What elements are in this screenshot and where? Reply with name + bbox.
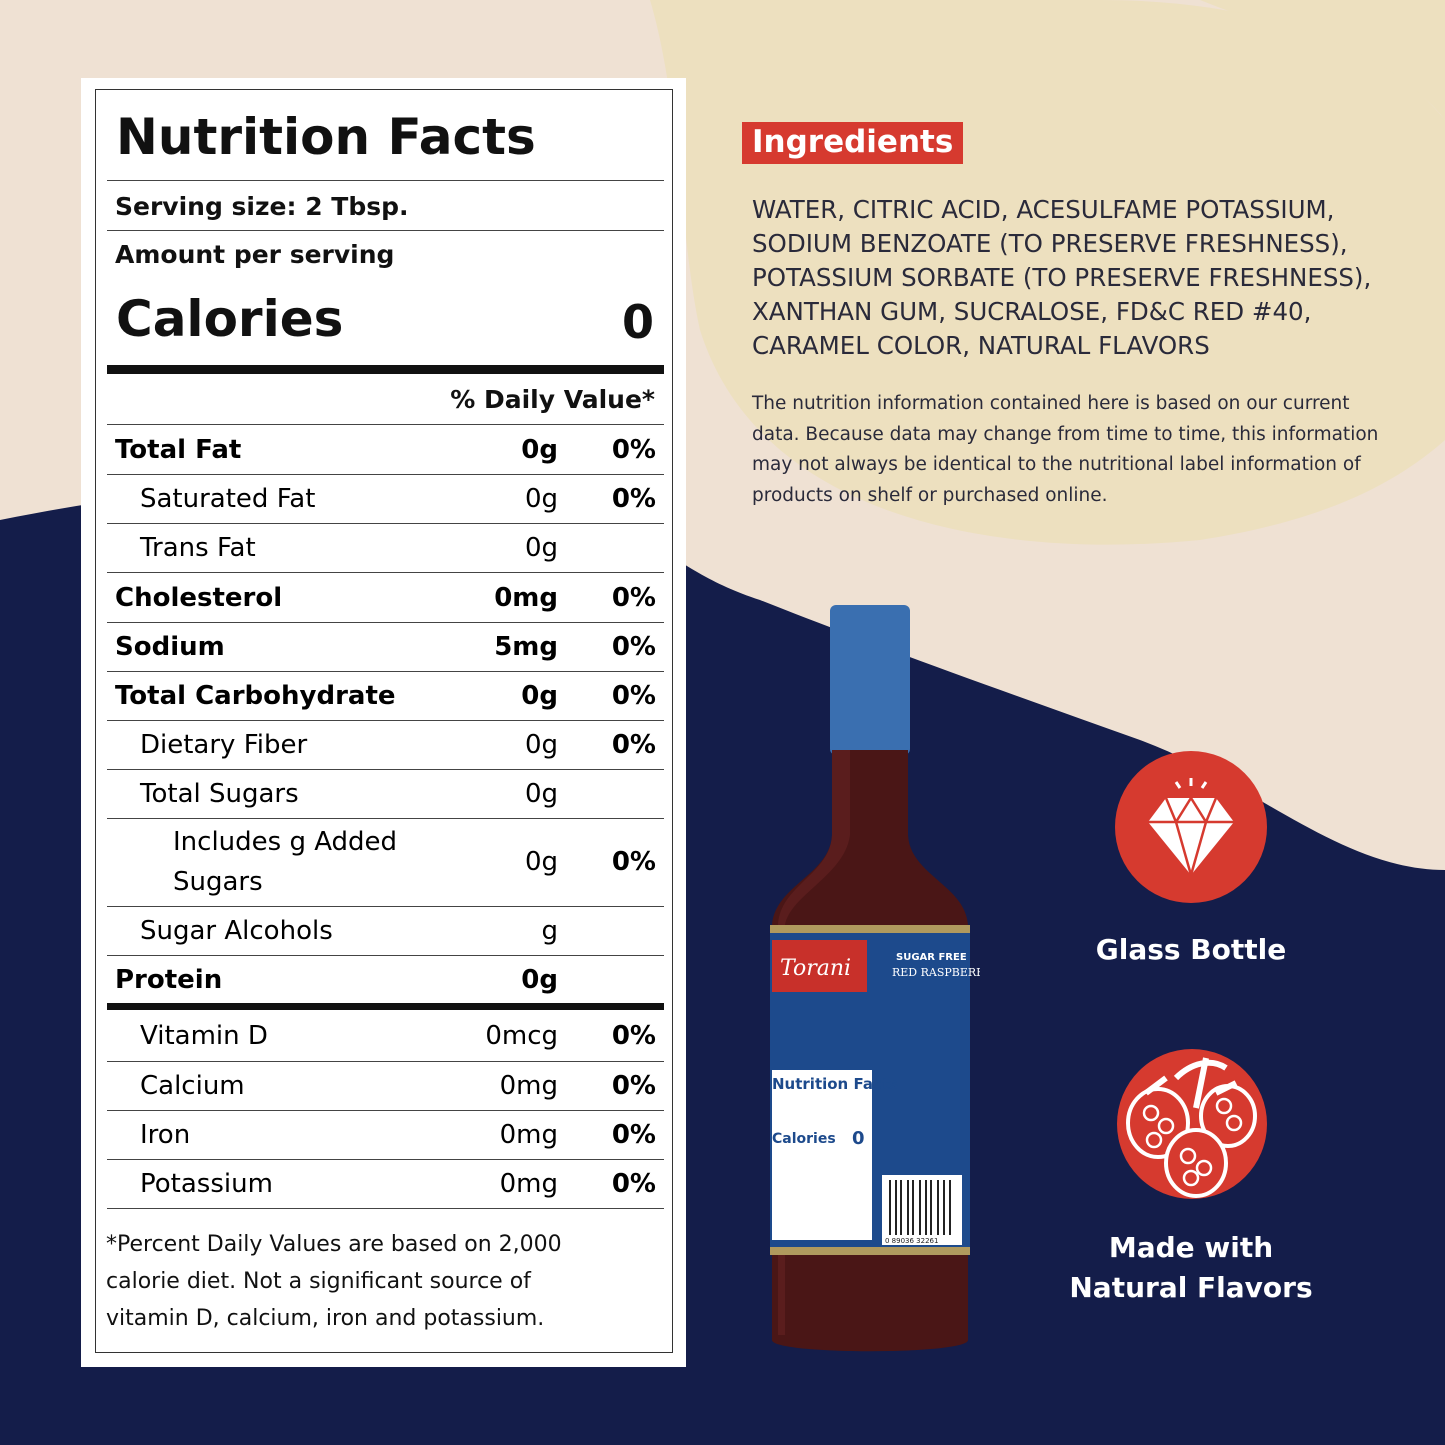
bottle-flavor: RED RASPBERRY xyxy=(892,966,980,979)
divider xyxy=(107,474,664,475)
divider xyxy=(107,1110,664,1111)
product-bottle: Torani SUGAR FREE RED RASPBERRY Nutritio… xyxy=(770,605,980,1352)
calories-label: Calories xyxy=(116,290,344,348)
nutrient-row: Includes g Added Sugars 0g 0% xyxy=(107,818,664,906)
nutrient-label: Sugar Alcohols xyxy=(140,915,333,946)
nutrient-label: Potassium xyxy=(140,1168,273,1199)
bottle-tag: SUGAR FREE xyxy=(896,952,967,963)
nutrient-row: Sugar Alcohols g xyxy=(107,906,664,955)
divider xyxy=(107,1208,664,1209)
nutrient-label: Saturated Fat xyxy=(140,483,316,514)
nutrient-amount: 0g xyxy=(524,483,558,514)
serving-size: Serving size: 2 Tbsp. xyxy=(115,192,409,221)
nutrient-row: Protein 0g xyxy=(107,955,664,1004)
raspberry-icon xyxy=(1117,1049,1267,1199)
nutrient-amount: g xyxy=(541,915,558,946)
ingredients-heading: Ingredients xyxy=(742,122,964,164)
nutrient-row: Potassium 0mg 0% xyxy=(107,1159,664,1208)
ingredients-text: WATER, CITRIC ACID, ACESULFAME POTASSIUM… xyxy=(752,195,1372,360)
nutrition-facts-card: Nutrition Facts Serving size: 2 Tbsp. Am… xyxy=(81,78,686,1367)
nutrient-label: Cholesterol xyxy=(115,582,283,613)
nutrient-dv: 0% xyxy=(611,847,656,877)
dv-header: % Daily Value* xyxy=(450,385,655,414)
nutrient-dv: 0% xyxy=(611,483,656,514)
divider xyxy=(107,622,664,623)
divider xyxy=(107,523,664,524)
nutrient-amount: 0mg xyxy=(499,1119,558,1150)
nutrient-amount: 0mg xyxy=(494,582,558,613)
nutrient-dv: 0% xyxy=(611,1119,656,1150)
divider xyxy=(107,1061,664,1062)
nutrient-row: Saturated Fat 0g 0% xyxy=(107,474,664,523)
nutrient-amount: 0g xyxy=(521,434,558,465)
divider xyxy=(107,1159,664,1160)
nutrient-dv: 0% xyxy=(611,1070,656,1101)
nutrient-dv: 0% xyxy=(611,1021,656,1051)
nutrient-amount: 0mg xyxy=(499,1168,558,1199)
nutrient-amount: 0g xyxy=(524,532,558,563)
nutrient-amount: 0mg xyxy=(499,1070,558,1101)
amount-per-serving: Amount per serving xyxy=(115,240,395,269)
divider xyxy=(107,906,664,907)
nutrient-row: Calcium 0mg 0% xyxy=(107,1061,664,1110)
nutrient-dv: 0% xyxy=(611,680,656,711)
nutrient-row: Total Sugars 0g xyxy=(107,769,664,818)
svg-text:Calories: Calories xyxy=(772,1131,836,1147)
feature-glass-bottle: Glass Bottle xyxy=(1095,933,1287,966)
nutrient-amount: 0g xyxy=(521,680,558,711)
nutrient-row: Iron 0mg 0% xyxy=(107,1110,664,1159)
svg-text:0 89036 32261: 0 89036 32261 xyxy=(885,1237,938,1245)
nutrient-row: Vitamin D 0mcg 0% xyxy=(107,1011,664,1061)
nutrient-label: Includes g Added Sugars xyxy=(173,827,398,897)
feature-natural-flavors: Made with Natural Flavors xyxy=(1069,1231,1313,1304)
nutrient-label: Iron xyxy=(140,1119,191,1150)
nutrient-dv: 0% xyxy=(611,729,656,760)
divider xyxy=(107,818,664,819)
calories-value: 0 xyxy=(621,295,654,349)
bottle-brand: Torani xyxy=(780,956,851,981)
divider xyxy=(107,955,664,956)
divider xyxy=(107,572,664,573)
nutrient-amount: 0g xyxy=(524,729,558,760)
divider xyxy=(107,720,664,721)
nutrient-amount: 0mcg xyxy=(485,1021,558,1051)
nutrition-title: Nutrition Facts xyxy=(116,108,536,166)
divider xyxy=(107,671,664,672)
nutrient-row: Dietary Fiber 0g 0% xyxy=(107,720,664,769)
nutrient-dv: 0% xyxy=(611,582,656,613)
diamond-icon xyxy=(1115,751,1267,903)
nutrient-amount: 5mg xyxy=(494,631,558,662)
nutrient-label: Total Carbohydrate xyxy=(115,680,396,711)
nutrient-label: Dietary Fiber xyxy=(140,729,308,760)
nutrient-label: Vitamin D xyxy=(140,1021,268,1051)
nutrient-label: Protein xyxy=(115,964,223,995)
nutrient-label: Sodium xyxy=(115,631,225,662)
nutrient-amount: 0g xyxy=(524,778,558,809)
nutrient-row: Cholesterol 0mg 0% xyxy=(107,573,664,622)
nutrient-label: Total Fat xyxy=(115,434,242,465)
footnote: *Percent Daily Values are based on 2,000… xyxy=(106,1232,562,1331)
nutrient-row: Trans Fat 0g xyxy=(107,523,664,572)
nutrient-dv: 0% xyxy=(611,1168,656,1199)
bottle-cap xyxy=(830,605,910,755)
nutrient-amount: 0g xyxy=(521,964,558,995)
bottle-label-title: Nutrition Facts xyxy=(772,1075,898,1093)
disclaimer-note: The nutrition information contained here… xyxy=(752,393,1379,506)
svg-text:0: 0 xyxy=(852,1128,865,1149)
nutrient-label: Total Sugars xyxy=(140,778,299,809)
nutrient-row: Sodium 5mg 0% xyxy=(107,622,664,671)
nutrient-dv: 0% xyxy=(611,631,656,662)
nutrient-label: Trans Fat xyxy=(140,532,256,563)
nutrient-dv: 0% xyxy=(611,434,656,465)
divider xyxy=(107,769,664,770)
nutrient-label: Calcium xyxy=(140,1070,245,1101)
nutrient-row: Total Carbohydrate 0g 0% xyxy=(107,671,664,720)
nutrient-amount: 0g xyxy=(524,847,558,877)
nutrient-row: Total Fat 0g 0% xyxy=(107,425,664,474)
